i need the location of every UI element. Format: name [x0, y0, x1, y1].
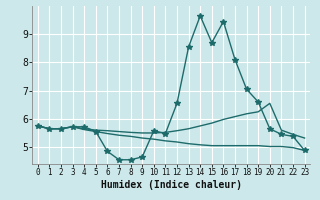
X-axis label: Humidex (Indice chaleur): Humidex (Indice chaleur) [101, 180, 242, 190]
